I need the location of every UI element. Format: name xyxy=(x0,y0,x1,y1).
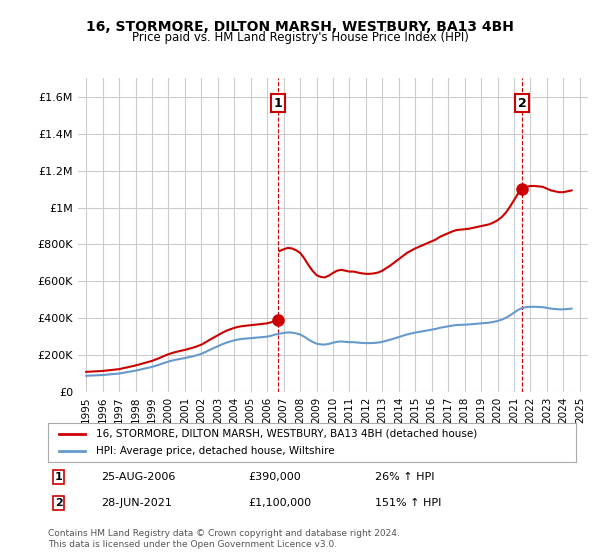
Text: Price paid vs. HM Land Registry's House Price Index (HPI): Price paid vs. HM Land Registry's House … xyxy=(131,31,469,44)
Text: £390,000: £390,000 xyxy=(248,472,301,482)
Text: £1,100,000: £1,100,000 xyxy=(248,498,312,508)
Text: 16, STORMORE, DILTON MARSH, WESTBURY, BA13 4BH (detached house): 16, STORMORE, DILTON MARSH, WESTBURY, BA… xyxy=(95,429,477,439)
Text: 2: 2 xyxy=(55,498,62,508)
Text: 26% ↑ HPI: 26% ↑ HPI xyxy=(376,472,435,482)
Text: HPI: Average price, detached house, Wiltshire: HPI: Average price, detached house, Wilt… xyxy=(95,446,334,456)
Text: 28-JUN-2021: 28-JUN-2021 xyxy=(101,498,172,508)
Text: 1: 1 xyxy=(55,472,62,482)
Text: 151% ↑ HPI: 151% ↑ HPI xyxy=(376,498,442,508)
Text: 2: 2 xyxy=(518,97,527,110)
Text: 1: 1 xyxy=(274,97,282,110)
Text: Contains HM Land Registry data © Crown copyright and database right 2024.
This d: Contains HM Land Registry data © Crown c… xyxy=(48,529,400,549)
Text: 25-AUG-2006: 25-AUG-2006 xyxy=(101,472,175,482)
Text: 16, STORMORE, DILTON MARSH, WESTBURY, BA13 4BH: 16, STORMORE, DILTON MARSH, WESTBURY, BA… xyxy=(86,20,514,34)
